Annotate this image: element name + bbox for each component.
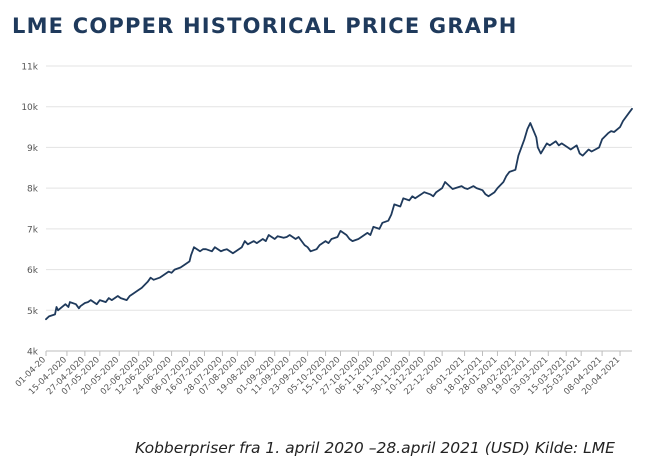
y-tick-label: 9k: [27, 144, 39, 154]
y-tick-label: 10k: [21, 103, 38, 113]
y-tick-label: 7k: [27, 225, 39, 235]
price-line: [45, 107, 633, 321]
grid-lines: [46, 65, 632, 311]
chart-title: LME COPPER HISTORICAL PRICE GRAPH: [12, 14, 518, 38]
chart-caption: Kobberpriser fra 1. april 2020 –28.april…: [135, 439, 615, 457]
y-tick-label: 8k: [27, 185, 39, 195]
y-tick-label: 11k: [21, 63, 38, 73]
y-tick-label: 5k: [27, 307, 39, 317]
y-tick-label: 6k: [27, 266, 39, 276]
y-tick-label: 4k: [27, 348, 39, 358]
y-axis-ticks: 4k 5k 6k 7k 8k 9k 10k 11k: [21, 63, 38, 358]
x-axis-ticks: 01-04-2015-04-202027-04-202007-05-202020…: [14, 351, 622, 397]
series-group: [45, 107, 633, 321]
